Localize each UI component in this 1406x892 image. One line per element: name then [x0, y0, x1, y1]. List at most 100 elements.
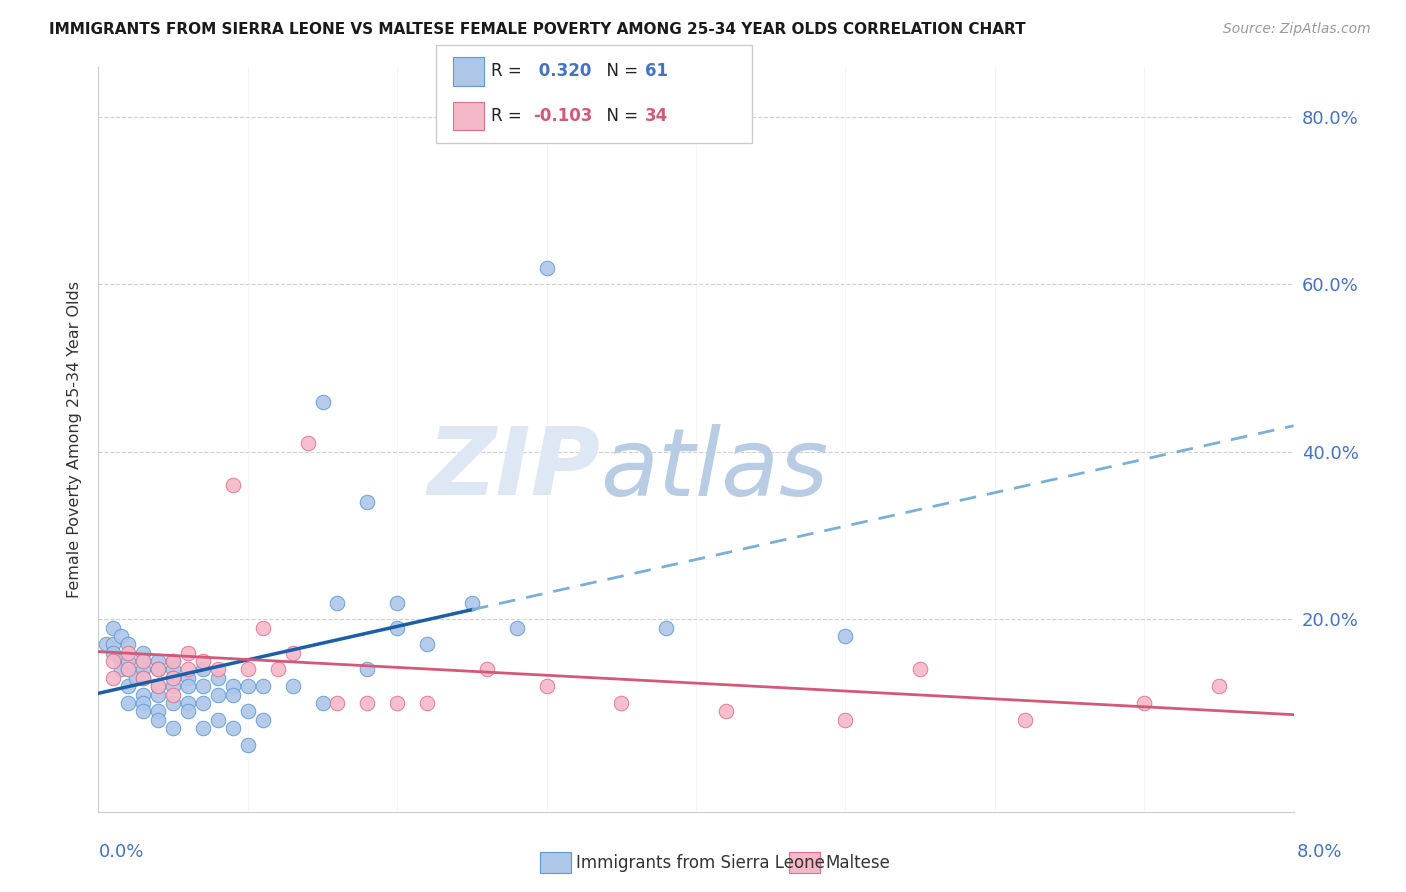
Point [162, 688, 184, 702]
Point [177, 663, 200, 677]
Point [132, 696, 155, 710]
Point [506, 621, 529, 635]
Point [148, 679, 170, 693]
Point [110, 629, 132, 643]
Point [536, 260, 558, 275]
Point [222, 688, 245, 702]
Point [177, 704, 200, 718]
Text: Immigrants from Sierra Leone: Immigrants from Sierra Leone [576, 854, 825, 871]
Text: 0.320: 0.320 [533, 62, 592, 80]
Point [132, 663, 155, 677]
Text: IMMIGRANTS FROM SIERRA LEONE VS MALTESE FEMALE POVERTY AMONG 25-34 YEAR OLDS COR: IMMIGRANTS FROM SIERRA LEONE VS MALTESE … [49, 22, 1026, 37]
Point [236, 738, 259, 752]
Point [908, 663, 931, 677]
Point [148, 688, 170, 702]
Point [281, 646, 304, 660]
Point [132, 654, 155, 668]
Point [252, 713, 274, 727]
Point [132, 654, 155, 668]
Text: 8.0%: 8.0% [1298, 843, 1343, 861]
Text: 0.0%: 0.0% [98, 843, 143, 861]
Point [162, 696, 184, 710]
Point [148, 679, 170, 693]
Point [148, 704, 170, 718]
Point [177, 679, 200, 693]
Point [177, 696, 200, 710]
Point [252, 621, 274, 635]
Point [207, 663, 229, 677]
Point [162, 679, 184, 693]
Y-axis label: Female Poverty Among 25-34 Year Olds: Female Poverty Among 25-34 Year Olds [67, 281, 83, 598]
Point [125, 671, 148, 685]
Point [177, 646, 200, 660]
Point [103, 654, 125, 668]
Point [177, 671, 200, 685]
Point [267, 663, 290, 677]
Point [191, 654, 214, 668]
Point [94, 637, 117, 651]
Point [132, 688, 155, 702]
Text: N =: N = [596, 107, 644, 125]
Point [162, 721, 184, 735]
Point [356, 663, 378, 677]
Point [222, 721, 245, 735]
Point [117, 654, 139, 668]
Text: -0.103: -0.103 [533, 107, 592, 125]
Point [416, 637, 439, 651]
Point [416, 696, 439, 710]
Text: 34: 34 [645, 107, 669, 125]
Point [191, 721, 214, 735]
Point [117, 637, 139, 651]
Point [148, 654, 170, 668]
Point [326, 595, 349, 609]
Point [207, 713, 229, 727]
Point [162, 654, 184, 668]
Point [475, 663, 498, 677]
Point [103, 621, 125, 635]
Point [117, 696, 139, 710]
Point [222, 478, 245, 492]
Text: Maltese: Maltese [825, 854, 890, 871]
Point [834, 713, 856, 727]
Point [222, 679, 245, 693]
Point [236, 679, 259, 693]
Text: Source: ZipAtlas.com: Source: ZipAtlas.com [1223, 22, 1371, 37]
Point [536, 679, 558, 693]
Point [311, 696, 333, 710]
Point [110, 663, 132, 677]
Point [117, 663, 139, 677]
Point [132, 671, 155, 685]
Point [297, 436, 319, 450]
Point [326, 696, 349, 710]
Point [103, 637, 125, 651]
Point [117, 646, 139, 660]
Point [207, 688, 229, 702]
Point [162, 663, 184, 677]
Point [1133, 696, 1156, 710]
Text: R =: R = [491, 107, 527, 125]
Point [117, 663, 139, 677]
Point [103, 671, 125, 685]
Point [132, 646, 155, 660]
Point [252, 679, 274, 693]
Point [281, 679, 304, 693]
Point [148, 663, 170, 677]
Point [236, 704, 259, 718]
Point [162, 671, 184, 685]
Point [191, 663, 214, 677]
Point [385, 696, 409, 710]
Point [356, 696, 378, 710]
Text: atlas: atlas [600, 424, 828, 515]
Point [110, 654, 132, 668]
Point [117, 679, 139, 693]
Point [385, 595, 409, 609]
Point [1014, 713, 1036, 727]
Point [834, 629, 856, 643]
Point [191, 696, 214, 710]
Point [162, 671, 184, 685]
Point [356, 495, 378, 509]
Text: R =: R = [491, 62, 527, 80]
Point [148, 663, 170, 677]
Point [385, 621, 409, 635]
Point [132, 671, 155, 685]
